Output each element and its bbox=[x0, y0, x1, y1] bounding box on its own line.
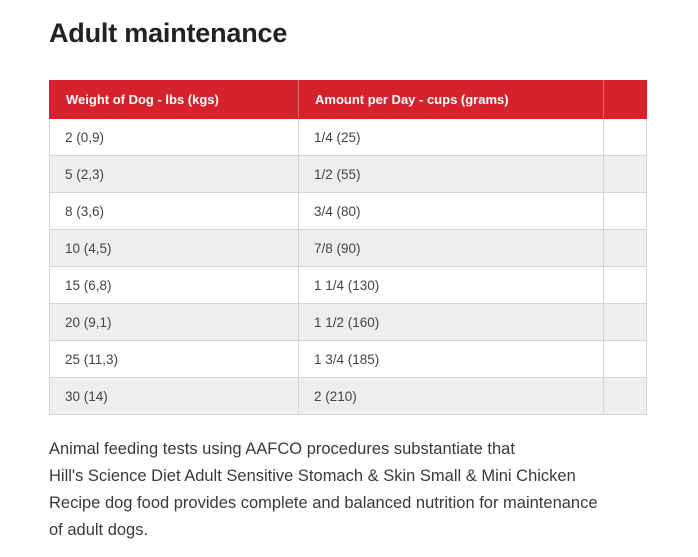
nutrition-statement-line: Hill's Science Diet Adult Sensitive Stom… bbox=[49, 467, 576, 485]
nutrition-statement-line: of adult dogs. bbox=[49, 521, 149, 539]
table-row: 20 (9,1) 1 1/2 (160) bbox=[49, 303, 647, 341]
cell-amount: 1 3/4 (185) bbox=[298, 340, 604, 378]
cell-extra bbox=[603, 303, 647, 341]
cell-extra bbox=[603, 340, 647, 378]
table-row: 30 (14) 2 (210) bbox=[49, 377, 647, 415]
cell-amount: 1/4 (25) bbox=[298, 118, 604, 156]
cell-amount: 1 1/4 (130) bbox=[298, 266, 604, 304]
cell-weight: 10 (4,5) bbox=[49, 229, 299, 267]
table-row: 10 (4,5) 7/8 (90) bbox=[49, 229, 647, 267]
cell-weight: 8 (3,6) bbox=[49, 192, 299, 230]
cell-weight: 2 (0,9) bbox=[49, 118, 299, 156]
feeding-table: Weight of Dog - lbs (kgs) Amount per Day… bbox=[49, 80, 647, 415]
section-title: Adult maintenance bbox=[49, 18, 288, 48]
cell-weight: 15 (6,8) bbox=[49, 266, 299, 304]
cell-extra bbox=[603, 118, 647, 156]
cell-weight: 30 (14) bbox=[49, 377, 299, 415]
cell-weight: 25 (11,3) bbox=[49, 340, 299, 378]
cell-weight: 5 (2,3) bbox=[49, 155, 299, 193]
table-row: 25 (11,3) 1 3/4 (185) bbox=[49, 340, 647, 378]
cell-extra bbox=[603, 192, 647, 230]
cell-weight: 20 (9,1) bbox=[49, 303, 299, 341]
nutrition-statement-line: Recipe dog food provides complete and ba… bbox=[49, 494, 598, 512]
nutrition-statement: Animal feeding tests using AAFCO procedu… bbox=[49, 436, 649, 544]
cell-extra bbox=[603, 155, 647, 193]
nutrition-statement-line: Animal feeding tests using AAFCO procedu… bbox=[49, 440, 515, 458]
cell-amount: 1/2 (55) bbox=[298, 155, 604, 193]
cell-amount: 3/4 (80) bbox=[298, 192, 604, 230]
cell-amount: 2 (210) bbox=[298, 377, 604, 415]
table-row: 15 (6,8) 1 1/4 (130) bbox=[49, 266, 647, 304]
column-header-extra bbox=[603, 80, 647, 119]
table-row: 8 (3,6) 3/4 (80) bbox=[49, 192, 647, 230]
column-header-amount: Amount per Day - cups (grams) bbox=[298, 80, 604, 119]
table-header-row: Weight of Dog - lbs (kgs) Amount per Day… bbox=[49, 80, 647, 119]
cell-extra bbox=[603, 266, 647, 304]
cell-extra bbox=[603, 229, 647, 267]
cell-amount: 1 1/2 (160) bbox=[298, 303, 604, 341]
table-row: 2 (0,9) 1/4 (25) bbox=[49, 118, 647, 156]
cell-amount: 7/8 (90) bbox=[298, 229, 604, 267]
column-header-weight: Weight of Dog - lbs (kgs) bbox=[49, 80, 299, 119]
cell-extra bbox=[603, 377, 647, 415]
table-row: 5 (2,3) 1/2 (55) bbox=[49, 155, 647, 193]
